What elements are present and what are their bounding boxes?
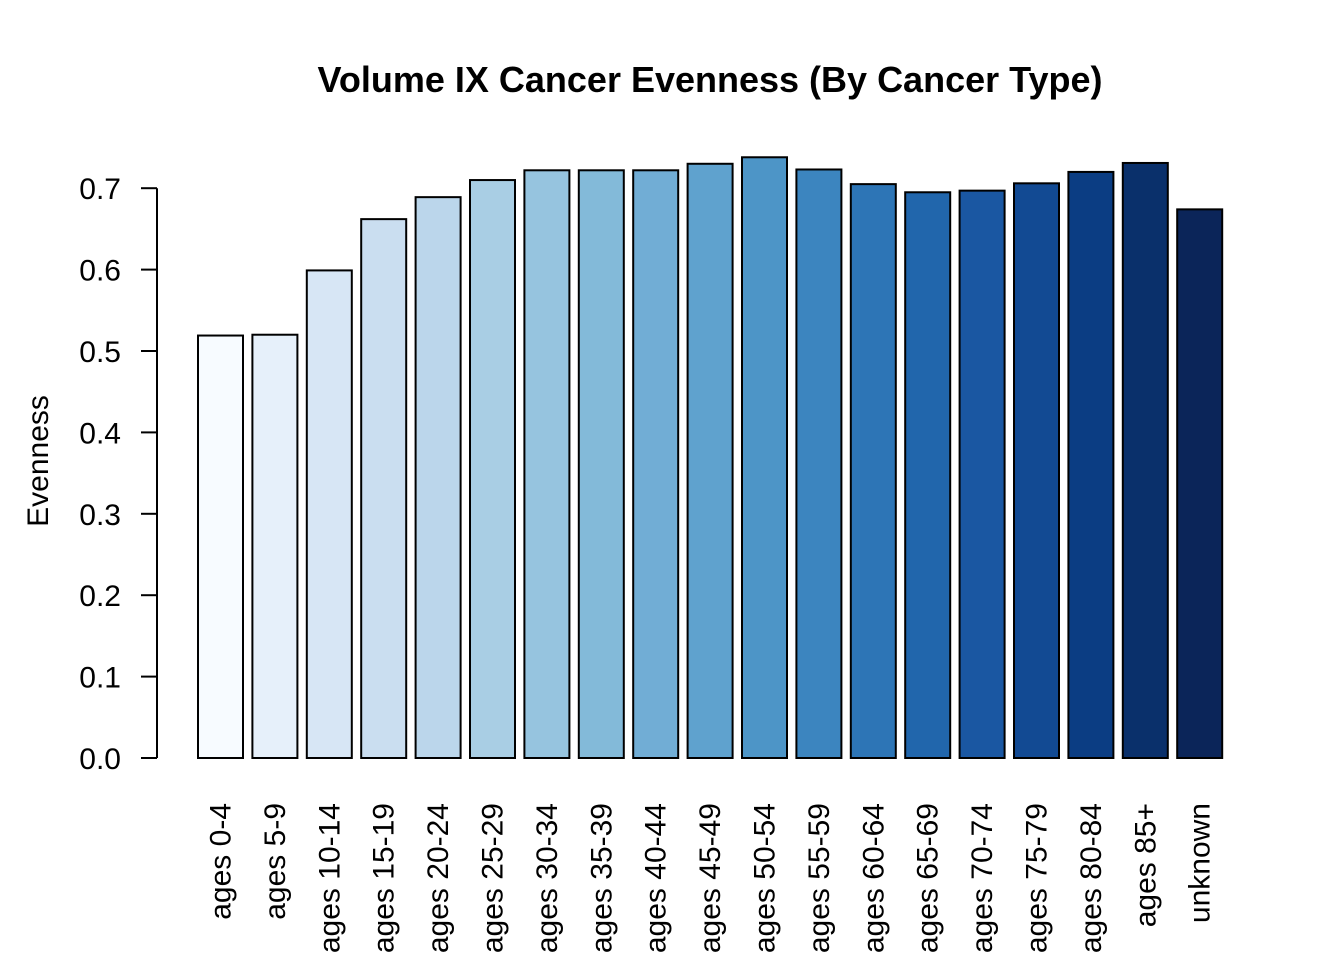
- bar: [686, 162, 734, 759]
- x-tick-label: ages 60-64: [857, 803, 890, 953]
- x-tick-label: ages 85+: [1129, 803, 1162, 927]
- y-tick-label: 0.7: [79, 173, 121, 206]
- x-tick-label: unknown: [1184, 803, 1217, 923]
- x-tick-label: ages 35-39: [585, 803, 618, 953]
- x-tick-label: ages 5-9: [259, 803, 292, 920]
- y-tick-label: 0.3: [79, 499, 121, 532]
- bar: [469, 179, 516, 759]
- x-tick-label: ages 10-14: [313, 803, 346, 953]
- x-tick-label: ages 70-74: [966, 803, 999, 953]
- x-tick-label: ages 65-69: [912, 803, 945, 953]
- x-tick-label: ages 15-19: [368, 803, 401, 953]
- x-tick-label: ages 55-59: [803, 803, 836, 953]
- x-tick-label: ages 25-29: [477, 803, 510, 953]
- bar: [360, 218, 408, 759]
- chart-title: Volume IX Cancer Evenness (By Cancer Typ…: [318, 59, 1103, 100]
- x-tick-label: ages 30-34: [531, 803, 564, 953]
- bar: [1121, 161, 1169, 759]
- x-tick-label: ages 20-24: [422, 803, 455, 953]
- bar: [197, 334, 244, 759]
- bar: [958, 189, 1006, 759]
- bar: [1176, 208, 1224, 759]
- bar: [741, 156, 788, 759]
- x-axis-labels: ages 0-4 ages 5-9 ages 10-14 ages 15-19 ages…: [205, 803, 1217, 953]
- bar: [1067, 170, 1115, 760]
- bar: [1013, 182, 1060, 760]
- bar: [305, 269, 353, 759]
- bars: [197, 156, 1224, 760]
- x-tick-label: ages 75-79: [1021, 803, 1054, 953]
- bar: [251, 333, 299, 759]
- bar: [523, 169, 571, 760]
- x-tick-label: ages 40-44: [640, 803, 673, 953]
- y-tick-label: 0.0: [79, 743, 121, 776]
- bar: [577, 169, 625, 760]
- bar: [849, 183, 897, 759]
- y-tick-label: 0.6: [79, 255, 121, 288]
- x-tick-label: ages 80-84: [1075, 803, 1108, 953]
- bar: [904, 191, 952, 759]
- bar: [632, 169, 680, 760]
- x-tick-label: ages 0-4: [205, 803, 238, 920]
- bar: [414, 196, 462, 760]
- y-tick-label: 0.2: [79, 580, 121, 613]
- bar: [795, 168, 843, 759]
- x-tick-label: ages 50-54: [749, 803, 782, 953]
- y-axis-label: Evenness: [22, 395, 55, 527]
- y-axis: 0.0 0.1 0.2 0.3 0.4 0.5 0.6 0.7: [79, 173, 158, 776]
- y-tick-label: 0.5: [79, 336, 121, 369]
- y-tick-label: 0.1: [79, 662, 121, 695]
- y-tick-label: 0.4: [79, 417, 121, 450]
- x-tick-label: ages 45-49: [694, 803, 727, 953]
